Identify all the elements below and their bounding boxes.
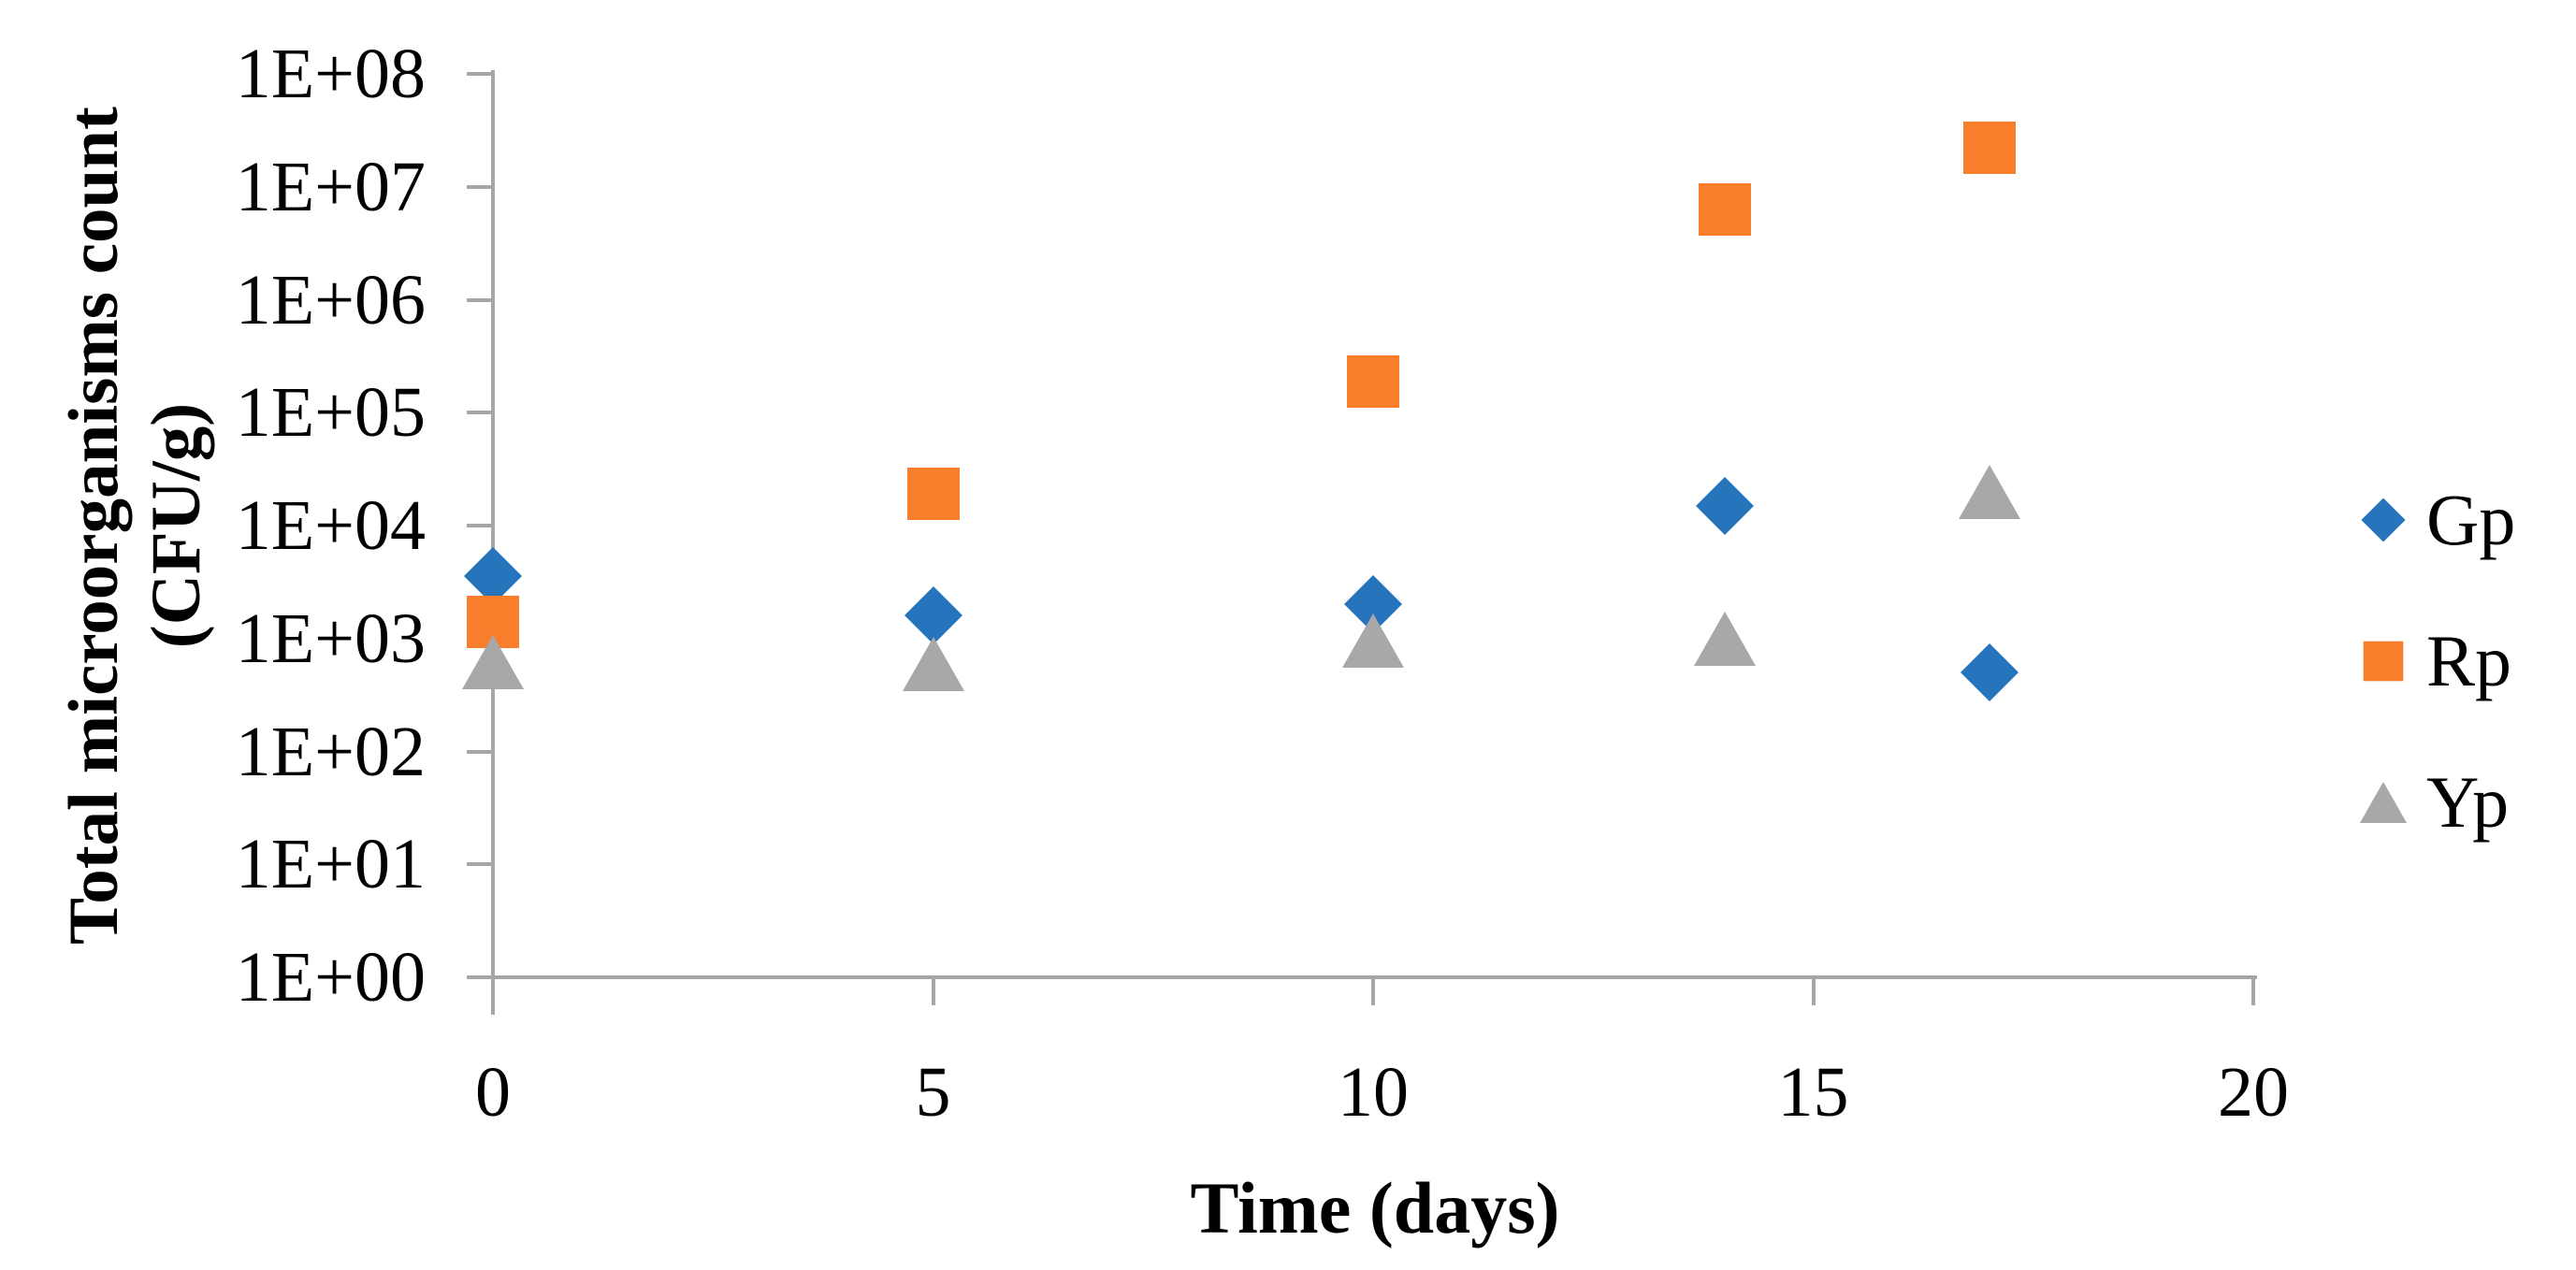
y-axis-tick <box>467 297 493 302</box>
x-axis-tick <box>1371 977 1375 1005</box>
rp-square-icon <box>2363 641 2404 682</box>
y-axis-tick-label: 1E+06 <box>235 260 426 339</box>
x-axis-title: Time (days) <box>1190 1167 1560 1248</box>
x-axis-line <box>467 975 2257 979</box>
x-axis-tick <box>1811 977 1816 1005</box>
yp-triangle-marker <box>902 637 964 692</box>
y-axis-tick <box>467 72 493 76</box>
y-axis-tick <box>467 184 493 189</box>
rp-square-marker <box>1699 182 1752 236</box>
legend-label: Rp <box>2426 620 2512 701</box>
legend-item-rp: Rp <box>2346 614 2576 708</box>
legend-label: Gp <box>2426 479 2516 560</box>
legend-label: Yp <box>2426 761 2510 843</box>
y-axis-tick <box>467 975 493 979</box>
y-axis-tick-label: 1E+00 <box>235 938 426 1017</box>
gp-diamond-marker <box>904 586 962 645</box>
y-axis-tick-label: 1E+05 <box>235 373 426 453</box>
y-axis-tick-label: 1E+04 <box>235 486 426 565</box>
gp-diamond-marker <box>464 546 522 605</box>
rp-square-marker <box>906 468 960 521</box>
y-axis-title-line1: Total microorganisms count <box>55 107 133 945</box>
y-axis-tick-label: 1E+08 <box>235 35 426 113</box>
y-axis-tick-label: 1E+03 <box>235 599 426 678</box>
y-axis-tick <box>467 862 493 867</box>
x-axis-tick-label: 0 <box>475 1053 511 1132</box>
gp-diamond-marker <box>1344 575 1402 634</box>
y-axis-tick <box>467 749 493 754</box>
y-axis-tick-label: 1E+02 <box>235 712 426 791</box>
legend: Gp Rp Yp <box>2346 0 2576 1270</box>
rp-square-marker <box>1347 354 1399 408</box>
rp-square-marker <box>1962 122 2016 175</box>
legend-item-yp: Yp <box>2346 756 2576 849</box>
yp-triangle-marker <box>1958 464 2020 519</box>
yp-triangle-icon <box>2359 781 2408 824</box>
x-axis-tick-label: 20 <box>2218 1053 2289 1132</box>
yp-triangle-marker <box>1694 611 1757 666</box>
x-axis-tick-label: 10 <box>1338 1053 1409 1132</box>
x-axis-tick-label: 15 <box>1777 1053 1849 1132</box>
gp-diamond-marker <box>1960 643 2019 702</box>
y-axis-tick-label: 1E+01 <box>235 825 426 904</box>
yp-triangle-marker <box>1342 613 1404 669</box>
gp-diamond-icon <box>2361 498 2406 542</box>
y-axis-tick <box>467 411 493 415</box>
y-axis-tick <box>467 524 493 527</box>
y-axis-line <box>491 70 495 1015</box>
x-axis-tick-label: 5 <box>915 1053 951 1132</box>
gp-diamond-marker <box>1696 476 1755 535</box>
legend-item-gp: Gp <box>2346 473 2576 567</box>
x-axis-tick <box>2251 977 2255 1005</box>
y-axis-tick-label: 1E+07 <box>235 147 426 226</box>
yp-triangle-marker <box>462 634 524 689</box>
x-axis-tick <box>931 977 935 1005</box>
x-axis-tick <box>491 977 495 1005</box>
